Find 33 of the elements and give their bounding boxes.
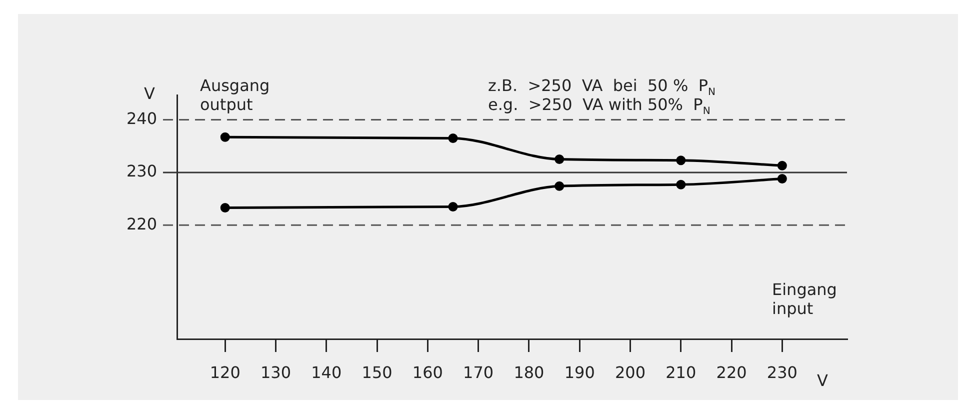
point xyxy=(220,203,230,213)
point xyxy=(448,202,458,212)
x-tick-label: 160 xyxy=(412,362,443,382)
x-tick-label: 230 xyxy=(766,362,798,382)
x-tick-label: 150 xyxy=(362,362,392,382)
y-tick-label: 220 xyxy=(126,214,157,234)
x-tick-label: 180 xyxy=(514,362,544,382)
annotation: e.g. >250 VA with 50% P$_{N}$ xyxy=(488,95,710,117)
x-tick-label: 220 xyxy=(716,362,747,382)
x-tick-label: 170 xyxy=(463,362,494,382)
x-tick-label: 140 xyxy=(311,362,342,382)
annotation: output xyxy=(200,95,253,114)
annotation: Eingang xyxy=(772,280,837,299)
annotation: input xyxy=(772,299,814,318)
x-tick-label: 210 xyxy=(666,362,696,382)
text: Ausgang xyxy=(200,76,270,95)
point xyxy=(777,174,787,184)
y-axis-title: V xyxy=(144,84,155,103)
point xyxy=(220,132,230,142)
x-tick-label: 120 xyxy=(210,362,240,382)
point xyxy=(554,181,564,191)
annotation: z.B. >250 VA bei 50 % P$_{N}$ xyxy=(488,76,716,98)
x-tick-label: 190 xyxy=(564,362,595,382)
point xyxy=(676,156,686,166)
point xyxy=(676,180,686,190)
point xyxy=(554,154,564,164)
x-tick-label: 130 xyxy=(260,362,292,382)
x-tick-label: 200 xyxy=(614,362,646,382)
y-tick-label: 240 xyxy=(126,108,157,128)
x-axis-title: V xyxy=(817,371,828,390)
point xyxy=(777,160,787,170)
point xyxy=(448,133,458,143)
y-tick-label: 230 xyxy=(126,162,157,181)
